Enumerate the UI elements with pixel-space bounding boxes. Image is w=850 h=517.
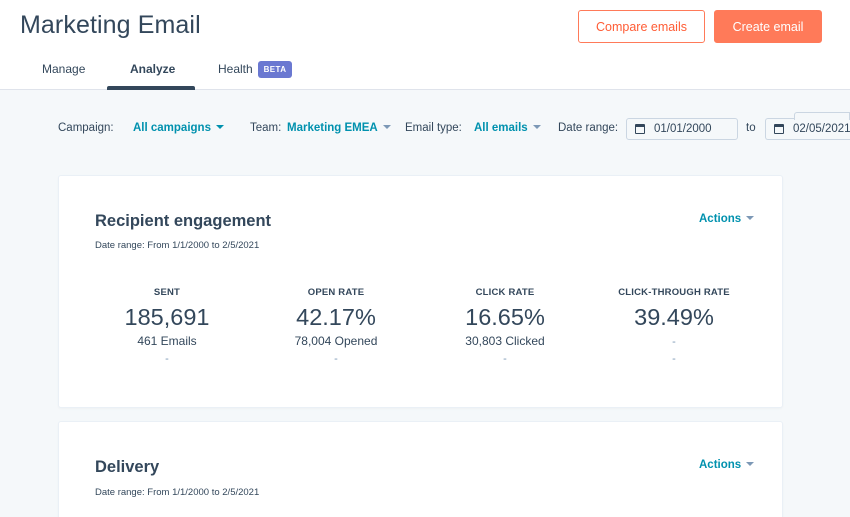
date-from-input[interactable]: 01/01/2000 <box>626 118 738 140</box>
campaign-filter-label: Campaign: <box>58 122 114 134</box>
stat-label: OPEN RATE <box>307 287 365 298</box>
campaign-filter-dropdown[interactable]: All campaigns <box>133 122 224 134</box>
card-title: Recipient engagement <box>95 212 272 230</box>
stat-change: - <box>334 353 338 365</box>
stat-detail: 78,004 Opened <box>294 334 378 348</box>
stat-sent: SENT 185,691 461 Emails - <box>67 287 267 365</box>
stat-change: - <box>165 353 169 365</box>
stat-change: - <box>503 353 507 365</box>
tab-health[interactable]: Health <box>218 62 253 76</box>
stat-detail: 30,803 Clicked <box>465 334 545 348</box>
caret-down-icon <box>215 125 224 129</box>
stat-open-rate: OPEN RATE 42.17% 78,004 Opened - <box>236 287 436 365</box>
app-header: Marketing Email Compare emails Create em… <box>0 0 850 90</box>
calendar-icon <box>774 124 784 134</box>
caret-down-icon <box>532 125 541 129</box>
create-email-button[interactable]: Create email <box>714 10 822 43</box>
email-type-filter-dropdown[interactable]: All emails <box>474 122 541 134</box>
compare-emails-button[interactable]: Compare emails <box>578 10 705 43</box>
date-from-value: 01/01/2000 <box>654 123 712 135</box>
stat-label: CLICK RATE <box>475 287 535 298</box>
stat-value: 39.49% <box>634 304 714 330</box>
stat-click-rate: CLICK RATE 16.65% 30,803 Clicked - <box>405 287 605 365</box>
stat-detail: - <box>672 336 676 348</box>
actions-dropdown[interactable]: Actions <box>699 459 755 471</box>
stat-click-through-rate: CLICK-THROUGH RATE 39.49% - - <box>574 287 774 365</box>
campaign-filter-value: All campaigns <box>133 122 211 134</box>
email-type-filter-label: Email type: <box>405 122 462 134</box>
actions-dropdown[interactable]: Actions <box>699 213 755 225</box>
card-date-range: Date range: From 1/1/2000 to 2/5/2021 <box>95 487 260 498</box>
email-type-filter-value: All emails <box>474 122 528 134</box>
stat-detail: 461 Emails <box>137 334 197 348</box>
date-range-label: Date range: <box>558 122 619 134</box>
caret-down-icon <box>382 125 391 129</box>
calendar-icon <box>635 124 645 134</box>
recipient-engagement-card: Recipient engagement Date range: From 1/… <box>58 175 783 408</box>
partial-control <box>794 112 850 120</box>
active-tab-indicator <box>107 86 195 90</box>
stat-label: CLICK-THROUGH RATE <box>618 287 730 298</box>
card-date-range: Date range: From 1/1/2000 to 2/5/2021 <box>95 240 260 251</box>
date-to-value: 02/05/2021 <box>793 123 850 135</box>
stat-value: 42.17% <box>296 304 376 330</box>
caret-down-icon <box>746 216 755 220</box>
team-filter-dropdown[interactable]: Marketing EMEA <box>287 122 391 134</box>
beta-badge: BETA <box>258 61 292 78</box>
actions-label: Actions <box>699 459 742 471</box>
stat-value: 185,691 <box>124 304 210 330</box>
page-title: Marketing Email <box>20 11 201 39</box>
tab-analyze[interactable]: Analyze <box>130 62 176 76</box>
stat-change: - <box>672 353 676 365</box>
card-title: Delivery <box>95 458 160 476</box>
stat-value: 16.65% <box>465 304 545 330</box>
team-filter-label: Team: <box>250 122 282 134</box>
team-filter-value: Marketing EMEA <box>287 122 378 134</box>
actions-label: Actions <box>699 213 742 225</box>
date-to-label: to <box>746 122 756 134</box>
stat-label: SENT <box>153 287 181 298</box>
date-to-input[interactable]: 02/05/2021 <box>765 118 850 140</box>
delivery-card: Delivery Date range: From 1/1/2000 to 2/… <box>58 421 783 517</box>
caret-down-icon <box>746 462 755 466</box>
tab-manage[interactable]: Manage <box>42 62 86 76</box>
